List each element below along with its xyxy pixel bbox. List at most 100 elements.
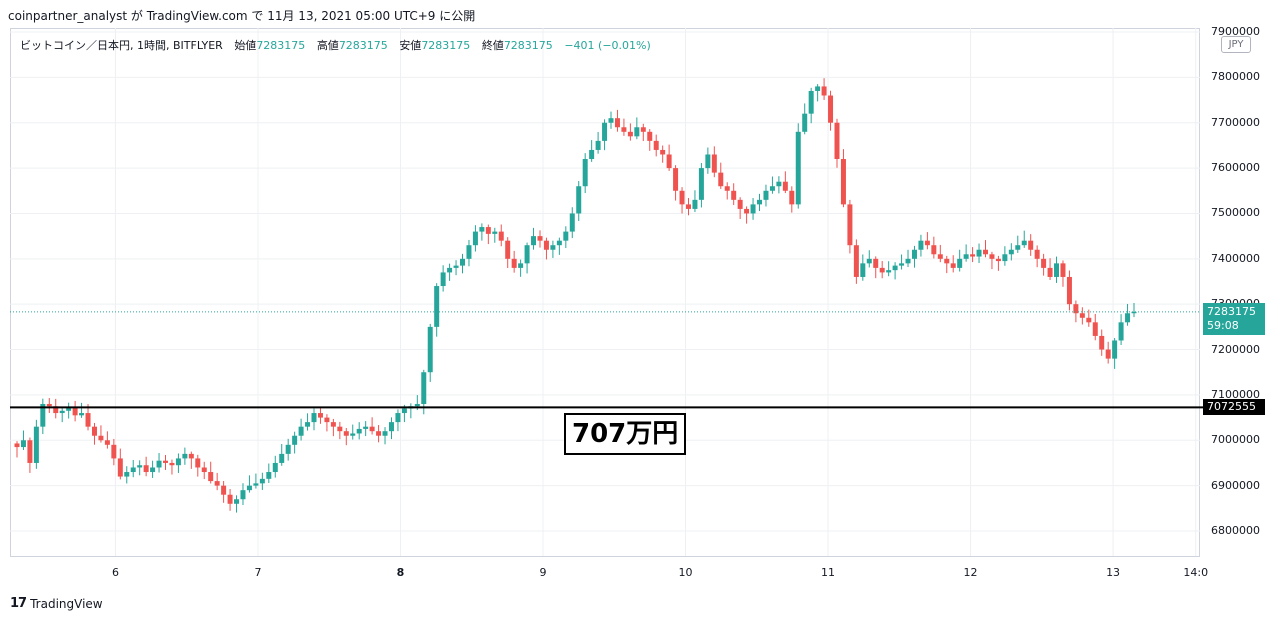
candle-body xyxy=(1041,258,1047,268)
candle-body xyxy=(376,431,382,436)
candle-body xyxy=(472,231,478,246)
price-tick-label: 7200000 xyxy=(1211,342,1260,356)
candle-body xyxy=(298,426,304,436)
candle-body xyxy=(757,199,763,205)
candle-body xyxy=(1092,322,1098,336)
footer-branding[interactable]: 17 TradingView xyxy=(10,596,103,611)
candle-body xyxy=(150,467,156,473)
candle-body xyxy=(259,478,265,484)
candle-body xyxy=(240,490,246,500)
low-value: 7283175 xyxy=(421,39,471,52)
candle-body xyxy=(744,208,750,214)
candle-body xyxy=(421,372,427,404)
candle-body xyxy=(866,258,872,264)
candle-body xyxy=(1118,322,1124,341)
candle-body xyxy=(808,90,814,114)
candle-body xyxy=(337,426,343,432)
candle-body xyxy=(589,149,595,160)
candle-body xyxy=(104,440,110,445)
candle-body xyxy=(950,263,956,268)
price-tick-label: 7600000 xyxy=(1211,161,1260,175)
candle-body xyxy=(924,240,930,246)
candle-body xyxy=(666,154,672,169)
candle-body xyxy=(776,181,782,187)
candle-body xyxy=(246,485,252,491)
time-tick-label: 7 xyxy=(254,566,262,579)
candle-body xyxy=(427,326,433,373)
chart-pane[interactable] xyxy=(10,28,1200,557)
candle-body xyxy=(1086,317,1092,323)
candle-body xyxy=(550,245,556,250)
candle-body xyxy=(492,231,498,234)
candle-body xyxy=(305,422,311,427)
candle-body xyxy=(214,481,220,486)
candle-body xyxy=(66,407,72,411)
candle-body xyxy=(266,472,272,479)
candle-body xyxy=(169,462,175,466)
candle-body xyxy=(602,122,608,141)
candle-body xyxy=(14,443,20,448)
candle-body xyxy=(395,413,401,423)
ohlc-legend: ビットコイン／日本円, 1時間, BITFLYER 始値7283175 高値72… xyxy=(20,37,651,53)
candle-body xyxy=(505,240,511,259)
candle-body xyxy=(1112,340,1118,359)
candle-body xyxy=(124,472,130,477)
level-annotation[interactable]: 707万円 xyxy=(564,413,687,455)
candle-body xyxy=(91,426,97,436)
tradingview-logo-icon: 17 xyxy=(10,596,27,611)
candle-body xyxy=(285,444,291,454)
time-tick-label: 10 xyxy=(678,566,693,579)
candle-body xyxy=(711,154,717,173)
candle-body xyxy=(840,159,846,205)
candle-body xyxy=(182,453,188,459)
candle-body xyxy=(130,467,136,473)
candle-body xyxy=(873,258,879,268)
candle-body xyxy=(1028,240,1034,250)
candle-body xyxy=(53,406,59,414)
candle-body xyxy=(511,258,517,268)
candle-body xyxy=(1060,263,1066,277)
candle-body xyxy=(1034,249,1040,259)
candle-body xyxy=(685,204,691,209)
candle-body xyxy=(750,204,756,214)
time-tick-label: 9 xyxy=(539,566,547,579)
publish-attribution: coinpartner_analyst が TradingView.com で … xyxy=(8,9,476,23)
high-value: 7283175 xyxy=(338,39,388,52)
high-label: 高値 xyxy=(316,39,339,52)
candle-body xyxy=(860,263,866,277)
candle-body xyxy=(802,113,808,132)
candle-body xyxy=(1054,263,1060,277)
candle-body xyxy=(970,254,976,257)
candle-body xyxy=(343,431,349,436)
candle-body xyxy=(531,236,537,246)
candle-body xyxy=(485,227,491,234)
candle-body xyxy=(363,426,369,429)
candle-body xyxy=(40,403,46,427)
candle-body xyxy=(279,453,285,463)
candle-body xyxy=(705,154,711,169)
candle-body xyxy=(834,122,840,160)
time-tick-label: 11 xyxy=(821,566,836,579)
price-tick-label: 7400000 xyxy=(1211,251,1260,265)
candle-body xyxy=(414,403,420,407)
candle-body xyxy=(853,245,859,277)
candle-body xyxy=(763,190,769,200)
candle-body xyxy=(795,131,801,205)
candle-body xyxy=(518,263,524,268)
candle-body xyxy=(1105,349,1111,359)
time-tick-label: 8 xyxy=(396,566,405,579)
candle-body xyxy=(33,426,39,463)
candle-body xyxy=(911,249,917,259)
candle-body xyxy=(1008,249,1014,255)
candle-body xyxy=(1073,304,1079,314)
candle-body xyxy=(201,467,207,473)
price-tick-label: 7000000 xyxy=(1211,433,1260,447)
candle-body xyxy=(647,131,653,141)
candle-body xyxy=(1015,245,1021,250)
candle-body xyxy=(886,270,892,273)
candle-body xyxy=(440,272,446,287)
currency-badge[interactable]: JPY xyxy=(1221,36,1251,53)
candle-body xyxy=(918,240,924,250)
candle-body xyxy=(188,453,194,459)
